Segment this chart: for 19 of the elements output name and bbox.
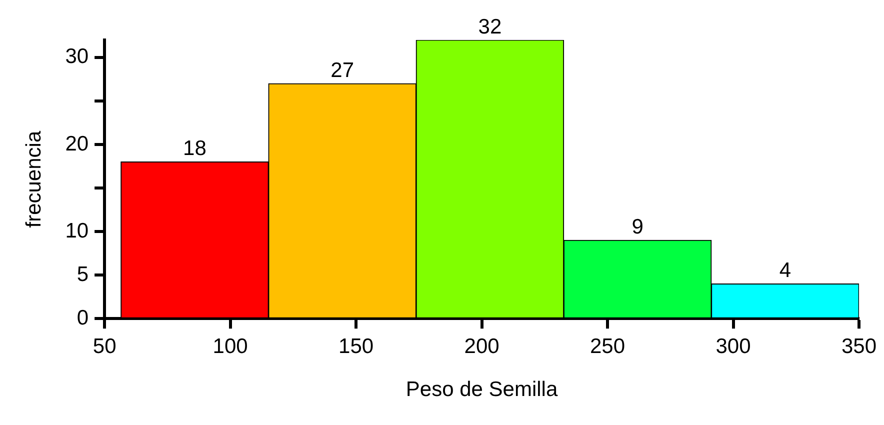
x-tick-label: 100 <box>212 334 248 358</box>
x-tick-label: 50 <box>92 334 116 358</box>
y-tick-label: 30 <box>65 45 89 68</box>
data-label: 27 <box>330 58 354 82</box>
x-tick-label: 200 <box>464 334 500 358</box>
x-tick-label: 300 <box>716 334 751 358</box>
y-axis-title: frecuencia <box>22 130 46 228</box>
y-tick-label: 0 <box>76 306 89 330</box>
data-label: 4 <box>779 259 792 282</box>
x-tick-label: 350 <box>841 334 877 358</box>
x-tick-label: 250 <box>590 334 626 358</box>
data-label: 18 <box>183 137 206 160</box>
y-tick-label: 10 <box>65 219 89 242</box>
x-tick-label: 150 <box>338 334 374 358</box>
x-axis-title: Peso de Semilla <box>406 378 558 402</box>
y-tick-label: 5 <box>76 262 89 286</box>
data-label: 9 <box>632 216 644 239</box>
y-tick-label: 20 <box>65 132 89 156</box>
data-label: 32 <box>478 15 502 38</box>
